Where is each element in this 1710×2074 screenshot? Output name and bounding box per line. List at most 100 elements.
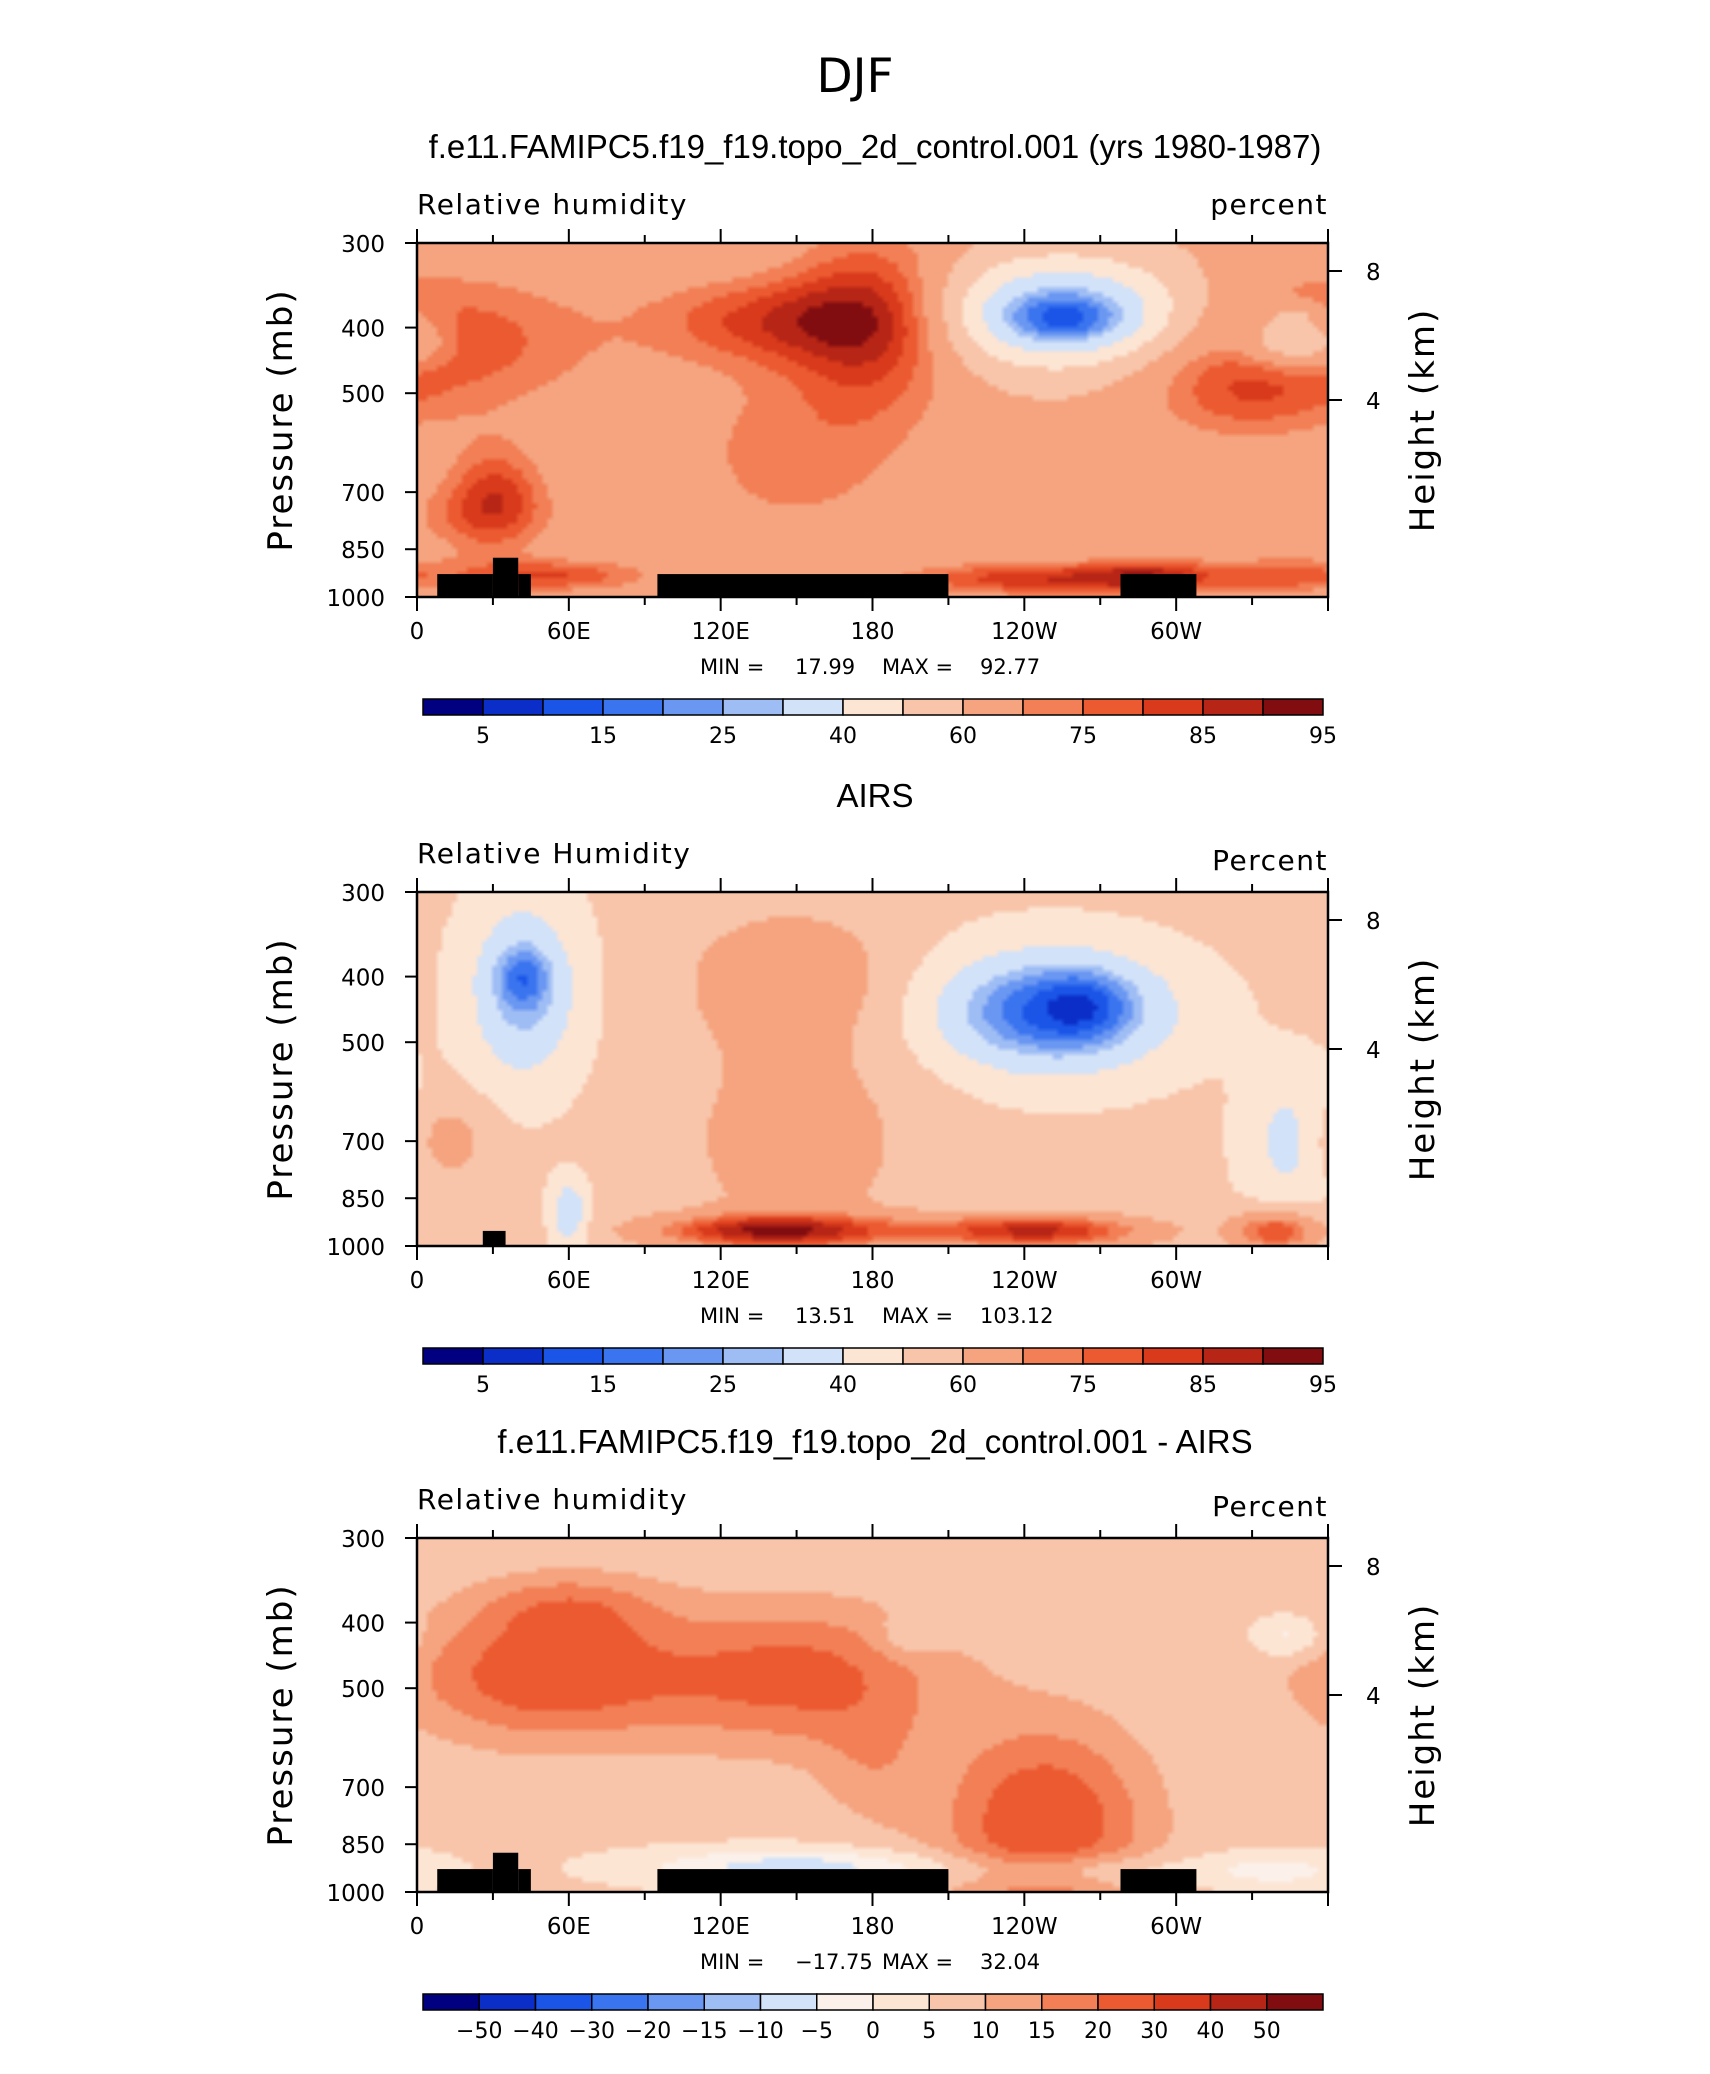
x-tick-label: 60E [547, 1914, 591, 1940]
colorbar-box [722, 698, 784, 716]
topography-block [1120, 1869, 1197, 1892]
y-tick-label: 300 [341, 1527, 385, 1553]
x-tick-label: 60W [1150, 1914, 1202, 1940]
topography-block [437, 1869, 493, 1892]
colorbar-box [662, 698, 724, 716]
min-value: −17.75 [795, 1950, 873, 1974]
height-tick-label: 8 [1366, 260, 1381, 286]
y-tick-label: 700 [341, 1130, 385, 1156]
x-tick-label: 0 [410, 1914, 425, 1940]
colorbar-box [928, 1993, 987, 2011]
colorbar-box [1262, 698, 1324, 716]
min-label: MIN = [700, 1304, 764, 1328]
topography-block [482, 1230, 506, 1246]
x-tick-label: 120W [991, 619, 1058, 645]
colorbar-label: 15 [589, 724, 617, 749]
colorbar-label: 10 [972, 2019, 1000, 2044]
topography-block [492, 1852, 519, 1892]
y-axis-title: Pressure (mb) [261, 937, 301, 1200]
max-value: 92.77 [980, 655, 1040, 679]
colorbar-label: −40 [512, 2019, 558, 2044]
y-axis-title: Pressure (mb) [261, 1583, 301, 1846]
chart-panel-2: AIRS Relative Humidity Percent 0 60E 120E 180 1… [261, 777, 1443, 1398]
y-axis-title-right: Height (km) [1403, 957, 1443, 1182]
colorbar-label: 60 [949, 1373, 977, 1398]
colorbar-box [422, 698, 484, 716]
x-tick-label: 60W [1150, 1268, 1202, 1294]
colorbar-box [962, 1347, 1024, 1365]
colorbar-label: 25 [709, 724, 737, 749]
colorbar-box [422, 1347, 484, 1365]
max-label: MAX = [882, 1950, 953, 1974]
panel-title: f.e11.FAMIPC5.f19_f19.topo_2d_control.00… [497, 1423, 1252, 1460]
x-tick-label: 120W [991, 1268, 1058, 1294]
y-tick-label: 700 [341, 481, 385, 507]
y-tick-label: 400 [341, 317, 385, 343]
colorbar-box [872, 1993, 930, 2011]
max-value: 32.04 [980, 1950, 1040, 1974]
colorbar-label: −50 [456, 2019, 502, 2044]
colorbar-box [1153, 1993, 1212, 2011]
height-tick-label: 4 [1366, 1038, 1381, 1064]
colorbar-label: 50 [1253, 2019, 1281, 2044]
x-tick-label: 60E [547, 1268, 591, 1294]
min-value: 17.99 [795, 655, 855, 679]
colorbar-box [816, 1993, 874, 2011]
height-tick-label: 8 [1366, 909, 1381, 935]
x-tick-label: 60W [1150, 619, 1202, 645]
right-string: Percent [1212, 1490, 1328, 1523]
left-string: Relative humidity [417, 188, 688, 221]
colorbar-box [482, 1347, 544, 1365]
colorbar-label: 30 [1140, 2019, 1168, 2044]
colorbar-label: 5 [476, 724, 490, 749]
y-tick-label: 850 [341, 1187, 385, 1213]
colorbar-label: 85 [1189, 724, 1217, 749]
topography-block [518, 574, 531, 597]
colorbar-label: 5 [476, 1373, 490, 1398]
contour-field [417, 892, 1328, 1246]
colorbar-box [1209, 1993, 1268, 2011]
colorbar-box [962, 698, 1024, 716]
y-tick-label: 500 [341, 1031, 385, 1057]
min-label: MIN = [700, 1950, 764, 1974]
y-tick-label: 400 [341, 1612, 385, 1638]
colorbar-label: 95 [1309, 724, 1337, 749]
colorbar-box [1022, 698, 1084, 716]
x-tick-label: 120E [691, 619, 749, 645]
topography-block [437, 574, 493, 597]
colorbar-box [902, 698, 964, 716]
x-tick-label: 120E [691, 1268, 749, 1294]
height-tick-label: 8 [1366, 1555, 1381, 1581]
colorbar-box [722, 1347, 784, 1365]
x-tick-label: 120E [691, 1914, 749, 1940]
colorbar-box [1202, 698, 1264, 716]
colorbar-box [902, 1347, 964, 1365]
y-tick-label: 850 [341, 538, 385, 564]
colorbar-label: 5 [922, 2019, 936, 2044]
y-tick-label: 700 [341, 1776, 385, 1802]
colorbar-box [542, 698, 604, 716]
colorbar-label: 75 [1069, 1373, 1097, 1398]
colorbar-label: 40 [829, 1373, 857, 1398]
chart-panel-1: f.e11.FAMIPC5.f19_f19.topo_2d_control.00… [261, 128, 1443, 749]
y-tick-label: 1000 [326, 586, 385, 612]
topography-block [492, 557, 519, 597]
figure-title: DJF [816, 49, 893, 104]
height-tick-label: 4 [1366, 1684, 1381, 1710]
colorbar-box [759, 1993, 818, 2011]
colorbar-label: 40 [1197, 2019, 1225, 2044]
colorbar-label: −15 [681, 2019, 727, 2044]
x-tick-label: 180 [851, 619, 895, 645]
colorbar-box [782, 698, 844, 716]
topography-block [518, 1869, 531, 1892]
colorbar-box [703, 1993, 762, 2011]
y-tick-label: 1000 [326, 1881, 385, 1907]
colorbar-label: −30 [569, 2019, 615, 2044]
colorbar-box [591, 1993, 649, 2011]
colorbar-box [1202, 1347, 1264, 1365]
colorbar-box [534, 1993, 593, 2011]
colorbar-label: 95 [1309, 1373, 1337, 1398]
colorbar-box [647, 1993, 705, 2011]
x-tick-label: 120W [991, 1914, 1058, 1940]
left-string: Relative Humidity [417, 837, 691, 870]
